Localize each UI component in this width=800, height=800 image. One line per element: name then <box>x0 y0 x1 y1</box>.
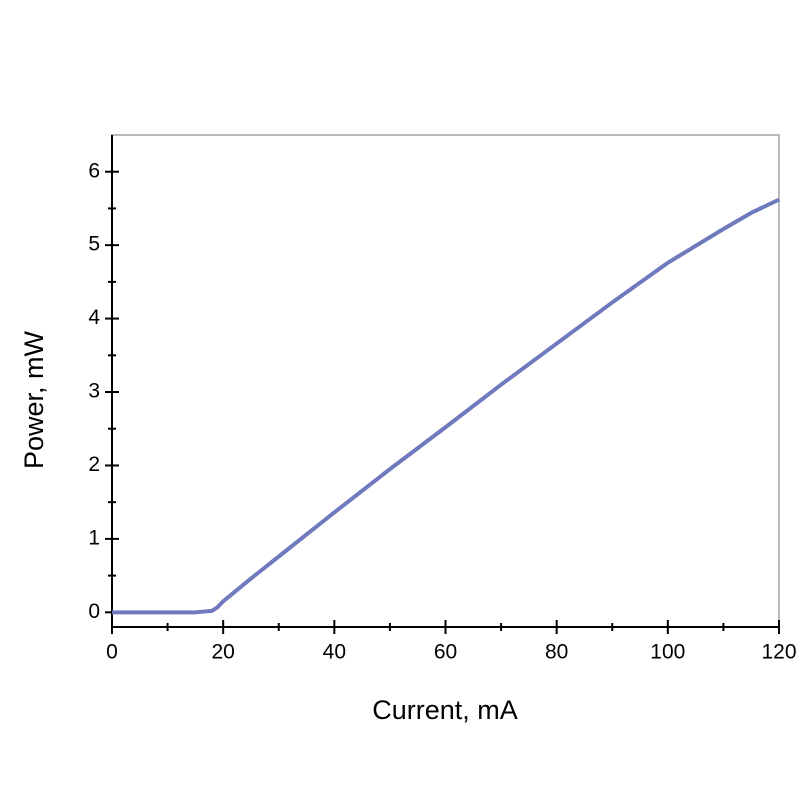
x-tick-label: 40 <box>323 641 346 664</box>
data-line <box>112 197 780 615</box>
x-tick-label: 80 <box>545 641 568 664</box>
x-tick-label: 60 <box>434 641 457 664</box>
x-axis-title: Current, mA <box>372 695 518 725</box>
y-tick-label: 4 <box>88 306 100 329</box>
y-tick-label: 3 <box>88 380 100 403</box>
x-tick-label: 0 <box>106 641 118 664</box>
x-tick-label: 20 <box>211 641 234 664</box>
x-tick-label: 120 <box>761 641 796 664</box>
y-axis-title: Power, mW <box>19 330 49 469</box>
y-tick-label: 6 <box>88 159 100 182</box>
y-tick-label: 0 <box>88 600 100 623</box>
plot-frame <box>111 134 780 628</box>
y-tick-label: 5 <box>88 233 100 256</box>
x-tick-label: 100 <box>650 641 685 664</box>
y-tick-label: 1 <box>88 526 100 549</box>
y-tick-label: 2 <box>88 453 100 476</box>
